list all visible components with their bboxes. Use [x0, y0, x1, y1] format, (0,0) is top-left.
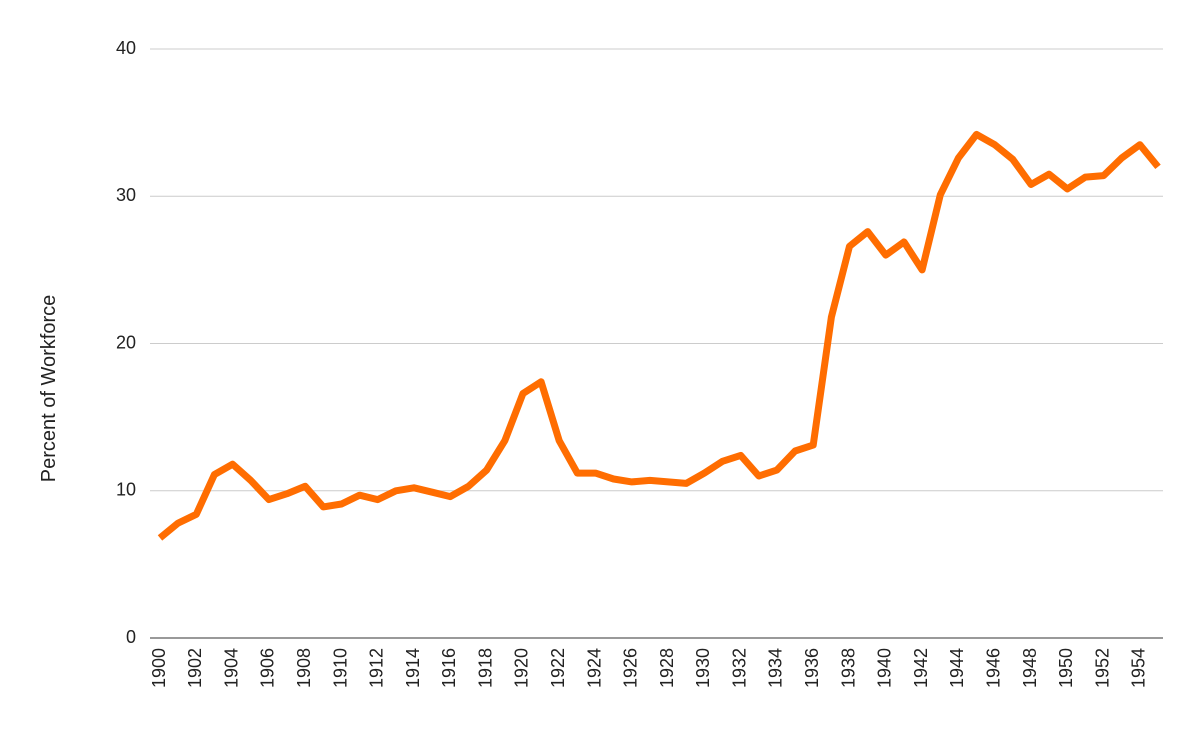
- x-tick-label: 1954: [1129, 648, 1149, 688]
- x-tick-label: 1918: [475, 648, 495, 688]
- x-tick-label: 1914: [403, 648, 423, 688]
- x-tick-label: 1940: [875, 648, 895, 688]
- x-axis-tick-labels: 1900 1902 1904 1906 1908 1910 1912 1914 1916 1918…: [149, 648, 1149, 688]
- x-tick-label: 1936: [802, 648, 822, 688]
- x-tick-label: 1928: [657, 648, 677, 688]
- x-tick-label: 1916: [439, 648, 459, 688]
- x-tick-label: 1946: [983, 648, 1003, 688]
- series-line-0: [157, 130, 1161, 541]
- x-tick-label: 1900: [149, 648, 169, 688]
- x-tick-label: 1950: [1056, 648, 1076, 688]
- x-tick-label: 1948: [1020, 648, 1040, 688]
- x-tick-label: 1938: [838, 648, 858, 688]
- y-tick-label: 20: [116, 332, 136, 352]
- x-tick-label: 1908: [294, 648, 314, 688]
- x-tick-label: 1932: [729, 648, 749, 688]
- y-axis-tick-labels: 0 10 20 30 40: [116, 38, 136, 647]
- y-tick-label: 10: [116, 480, 136, 500]
- x-tick-label: 1944: [947, 648, 967, 688]
- series-layer: [157, 130, 1161, 541]
- x-tick-label: 1920: [512, 648, 532, 688]
- x-tick-label: 1912: [366, 648, 386, 688]
- x-tick-label: 1930: [693, 648, 713, 688]
- x-tick-label: 1926: [621, 648, 641, 688]
- x-tick-label: 1922: [548, 648, 568, 688]
- y-axis-title: Percent of Workforce: [38, 295, 60, 482]
- y-tick-label: 0: [126, 627, 136, 647]
- x-tick-label: 1904: [221, 648, 241, 688]
- x-tick-label: 1902: [185, 648, 205, 688]
- y-tick-label: 30: [116, 185, 136, 205]
- y-tick-label: 40: [116, 38, 136, 58]
- x-tick-label: 1934: [766, 648, 786, 688]
- x-tick-label: 1924: [584, 648, 604, 688]
- x-tick-label: 1910: [330, 648, 350, 688]
- x-tick-label: 1952: [1092, 648, 1112, 688]
- x-tick-label: 1906: [258, 648, 278, 688]
- x-tick-label: 1942: [911, 648, 931, 688]
- gridlines: [150, 48, 1163, 492]
